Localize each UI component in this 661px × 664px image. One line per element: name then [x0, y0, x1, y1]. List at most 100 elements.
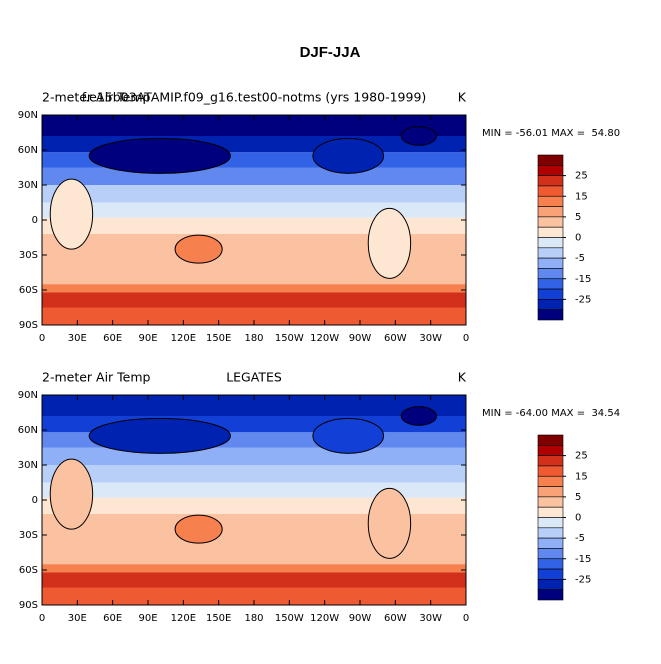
stats: MIN = -64.00 MAX = 34.54 [482, 408, 620, 419]
x-tick-label: 60E [103, 333, 122, 344]
colorbar-box [537, 496, 564, 508]
units: K [458, 90, 467, 105]
field-band [42, 217, 466, 234]
colorbar-box [537, 175, 564, 187]
field-region [174, 514, 223, 544]
field-region [49, 178, 94, 250]
colorbar-box [537, 475, 564, 487]
figure-title: DJF-JJA [300, 44, 361, 61]
colorbar-box [537, 589, 564, 601]
y-tick-label: 30N [18, 460, 38, 471]
x-tick-label: 30E [68, 333, 87, 344]
field-band [42, 292, 466, 308]
y-tick-label: 60S [19, 565, 38, 576]
colorbar-label: 0 [575, 233, 581, 244]
colorbar-box [537, 445, 564, 456]
colorbar-label: -5 [575, 253, 585, 264]
y-tick-label: 60N [18, 425, 38, 436]
field-band [42, 202, 466, 218]
colorbar-box [537, 527, 564, 539]
x-tick-label: 0 [463, 613, 469, 624]
colorbar-box [537, 206, 564, 218]
colorbar-label: -15 [575, 274, 591, 285]
x-tick-label: 30W [419, 613, 442, 624]
colorbar-box [537, 568, 564, 580]
colorbar-box [537, 455, 564, 467]
field-band [42, 572, 466, 588]
y-tick-label: 60S [19, 285, 38, 296]
x-tick-label: 60E [103, 613, 122, 624]
field-band [42, 465, 466, 483]
colorbar-label: -25 [575, 574, 591, 585]
field-region [88, 137, 231, 174]
colorbar-label: 25 [575, 171, 588, 182]
colorbar-box [537, 237, 564, 249]
y-tick-label: 30N [18, 180, 38, 191]
colorbar-label: -5 [575, 533, 585, 544]
colorbar-box [537, 257, 564, 269]
colorbar-box [537, 268, 564, 280]
field-band [42, 447, 466, 465]
center-title: f.e15b03ATAMIP.f09_g16.test00-notms (yrs… [82, 90, 427, 105]
field-band [42, 497, 466, 514]
colorbar-box [537, 558, 564, 570]
stats: MIN = -56.01 MAX = 54.80 [482, 128, 620, 139]
x-tick-label: 180 [244, 613, 263, 624]
y-tick-label: 0 [32, 495, 38, 506]
colorbar-box [537, 226, 564, 238]
field-region [400, 126, 438, 146]
field-region [174, 234, 223, 264]
colorbar-label: -25 [575, 294, 591, 305]
colorbar-label: 15 [575, 471, 588, 482]
x-tick-label: 150W [275, 613, 304, 624]
x-tick-label: 0 [39, 333, 45, 344]
colorbar-label: 5 [575, 212, 581, 223]
center-title: LEGATES [226, 370, 282, 385]
field-band [42, 185, 466, 203]
colorbar-box [537, 185, 564, 197]
y-tick-label: 30S [19, 530, 38, 541]
field-region [49, 458, 94, 530]
colorbar-box [537, 506, 564, 518]
x-tick-label: 120W [310, 613, 339, 624]
field-region [367, 487, 412, 559]
x-tick-label: 120E [171, 333, 196, 344]
colorbar-box [537, 465, 564, 477]
field-region [88, 417, 231, 454]
colorbar-box [537, 486, 564, 498]
map-panel [42, 395, 466, 605]
y-tick-label: 30S [19, 250, 38, 261]
x-tick-label: 0 [463, 333, 469, 344]
x-tick-label: 180 [244, 333, 263, 344]
x-tick-label: 90E [138, 333, 157, 344]
x-tick-label: 30E [68, 613, 87, 624]
colorbar-box [537, 195, 564, 207]
colorbar-box [537, 278, 564, 290]
map-panel [42, 115, 466, 325]
left-title: 2-meter Air Temp [42, 90, 151, 105]
x-tick-label: 150E [206, 333, 231, 344]
colorbar-label: 15 [575, 191, 588, 202]
left-title: 2-meter Air Temp [42, 370, 151, 385]
y-tick-label: 90S [19, 320, 38, 331]
colorbar-box [537, 548, 564, 560]
colorbar-box [537, 247, 564, 259]
field-band [42, 482, 466, 498]
y-tick-label: 90S [19, 600, 38, 611]
y-tick-label: 90N [18, 390, 38, 401]
colorbar-label: 25 [575, 451, 588, 462]
colorbar-box [537, 579, 564, 590]
x-tick-label: 60W [384, 613, 407, 624]
x-tick-label: 90E [138, 613, 157, 624]
colorbar-label: -15 [575, 554, 591, 565]
colorbar-box [537, 216, 564, 228]
field-band [42, 115, 466, 136]
field-region [312, 417, 385, 454]
x-tick-label: 150W [275, 333, 304, 344]
colorbar-box [537, 165, 564, 176]
field-region [367, 207, 412, 279]
field-band [42, 284, 466, 293]
colorbar-box [537, 299, 564, 310]
x-tick-label: 120W [310, 333, 339, 344]
